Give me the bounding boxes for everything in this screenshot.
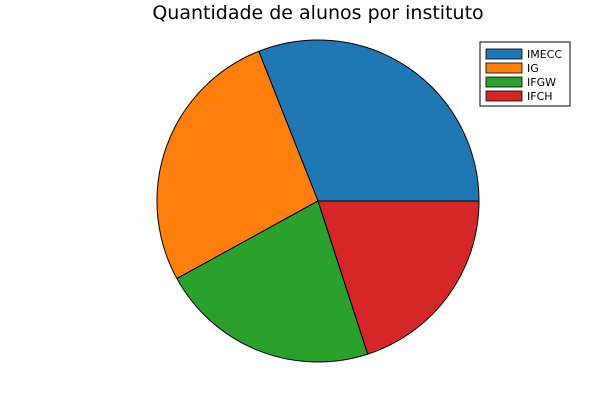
chart-title: Quantidade de alunos por instituto [152,2,483,24]
legend-label-ig: IG [527,62,539,75]
legend-label-ifch: IFCH [527,90,553,103]
pie-slice-ifch [317,200,480,355]
legend-swatch-ig [485,62,523,74]
pie-slice-imecc [258,39,480,202]
legend-swatch-ifgw [485,76,523,88]
legend-label-imecc: IMECC [527,48,562,61]
pie-slices [156,39,480,363]
pie-slice-ig [156,50,319,280]
legend-swatch-imecc [485,48,523,60]
legend-swatch-ifch [485,90,523,102]
pie-slice-ifgw [176,200,369,363]
legend-label-ifgw: IFGW [527,76,556,89]
